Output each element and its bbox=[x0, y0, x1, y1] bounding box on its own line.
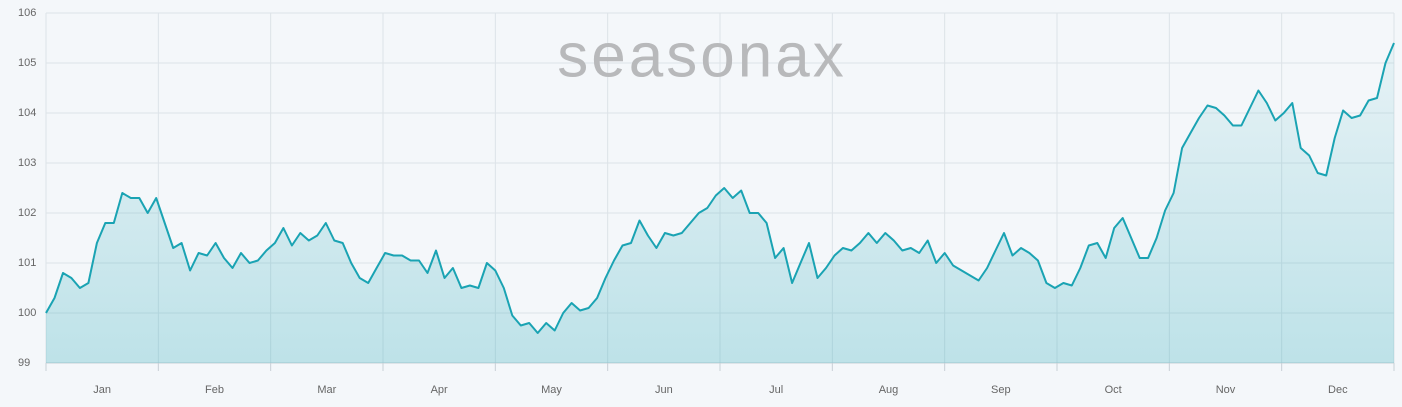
y-tick-label: 102 bbox=[18, 207, 36, 219]
y-tick-label: 104 bbox=[18, 107, 36, 119]
y-tick-label: 106 bbox=[18, 7, 36, 19]
area bbox=[46, 43, 1394, 363]
x-tick-label: Sep bbox=[991, 384, 1011, 396]
x-tick-label: Aug bbox=[879, 384, 899, 396]
y-tick-label: 105 bbox=[18, 57, 36, 69]
x-tick-label: Apr bbox=[431, 384, 448, 396]
y-tick-label: 99 bbox=[18, 357, 30, 369]
x-tick-label: Jul bbox=[769, 384, 783, 396]
x-tick-label: Jan bbox=[93, 384, 111, 396]
y-tick-label: 101 bbox=[18, 257, 36, 269]
x-tick-label: Feb bbox=[205, 384, 224, 396]
x-tick-label: Jun bbox=[655, 384, 673, 396]
x-tick-label: Dec bbox=[1328, 384, 1348, 396]
x-tick-label: Mar bbox=[317, 384, 336, 396]
line bbox=[45, 42, 1395, 334]
y-tick-label: 100 bbox=[18, 307, 36, 319]
watermark: seasonax bbox=[557, 21, 846, 90]
y-tick-label: 103 bbox=[18, 157, 36, 169]
x-tick-label: May bbox=[541, 384, 562, 396]
x-tick-label: Nov bbox=[1216, 384, 1236, 396]
x-tick-label: Oct bbox=[1105, 384, 1122, 396]
